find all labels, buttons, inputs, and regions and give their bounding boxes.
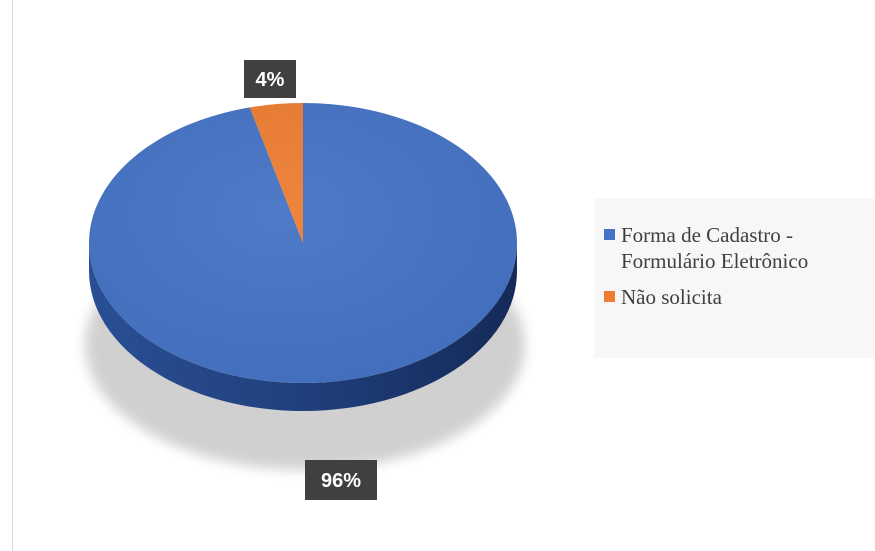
pie-top-shading (89, 103, 517, 383)
legend: Forma de Cadastro - Formulário Eletrônic… (594, 198, 874, 358)
legend-label-nao-solicita: Não solicita (621, 285, 722, 309)
legend-label-formulario: Forma de Cadastro - Formulário Eletrônic… (621, 223, 809, 273)
pie-data-labels: 96% 4% (244, 60, 377, 500)
data-label-1: 4% (244, 60, 296, 98)
legend-swatch-formulario (604, 229, 615, 240)
data-label-text-1: 4% (256, 69, 285, 91)
data-label-text-0: 96% (321, 470, 361, 492)
legend-item-formulario: Forma de Cadastro - Formulário Eletrônic… (604, 222, 874, 274)
data-label-box-0 (305, 460, 377, 500)
data-label-box-1 (244, 60, 296, 98)
pie-side-wall-shape (89, 243, 517, 411)
data-label-0: 96% (305, 460, 377, 500)
chart-frame-border (12, 0, 13, 551)
pie-top (88, 103, 518, 384)
legend-swatch-nao-solicita (604, 291, 615, 302)
pie-side-wall (89, 243, 517, 411)
legend-item-nao-solicita: Não solicita (604, 284, 874, 310)
